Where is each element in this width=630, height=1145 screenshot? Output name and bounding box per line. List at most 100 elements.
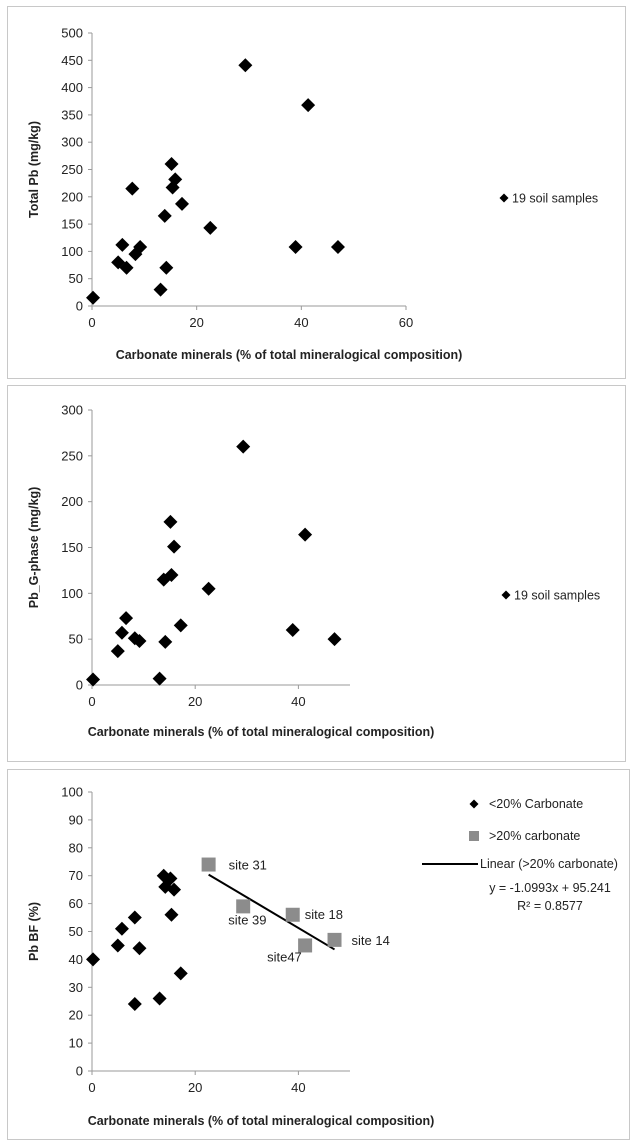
data-point-diamond bbox=[164, 568, 179, 582]
data-point-square bbox=[327, 932, 342, 947]
point-label: site 31 bbox=[229, 858, 267, 873]
x-tick-label: 0 bbox=[88, 694, 95, 709]
data-point-diamond bbox=[125, 181, 140, 196]
data-point-diamond bbox=[152, 671, 167, 686]
chart-panel-pb-bf: 0 10 20 30 40 50 60 70 80 90 100 0 20 40 Carbonate min… bbox=[7, 769, 630, 1140]
y-tick-label: 0 bbox=[76, 299, 83, 314]
chart-svg-2: 0 50 100 150 200 250 300 0 20 40 Carbonate mineral… bbox=[27, 403, 600, 740]
x-axis-title: Carbonate minerals (% of total mineralog… bbox=[88, 1114, 435, 1128]
data-point-diamond bbox=[133, 240, 148, 255]
data-point-diamond bbox=[298, 527, 313, 542]
chart-svg-1: 0 50 100 150 200 250 300 350 400 450 500 0 20 40 60 Car… bbox=[27, 26, 598, 363]
y-tick-label: 10 bbox=[69, 1036, 83, 1051]
data-point-diamond bbox=[157, 208, 172, 223]
x-tick-label: 40 bbox=[291, 1080, 305, 1095]
y-tick-label: 250 bbox=[61, 162, 83, 177]
legend-marker-square bbox=[469, 831, 479, 841]
legend-label: <20% Carbonate bbox=[489, 797, 583, 811]
data-point-diamond bbox=[127, 997, 142, 1012]
y-tick-label: 500 bbox=[61, 26, 83, 41]
y-tick-label: 80 bbox=[69, 840, 83, 855]
data-point-diamond bbox=[163, 514, 178, 529]
x-tick-label: 0 bbox=[88, 315, 95, 330]
data-point-diamond bbox=[158, 634, 173, 649]
y-tick-label: 350 bbox=[61, 107, 83, 122]
data-point-diamond bbox=[153, 282, 168, 297]
data-point-diamond bbox=[163, 871, 178, 886]
data-point-diamond bbox=[167, 882, 182, 897]
data-point-diamond bbox=[132, 634, 147, 648]
x-tick-label: 40 bbox=[291, 694, 305, 709]
data-point-diamond bbox=[127, 910, 142, 925]
y-tick-label: 50 bbox=[69, 924, 83, 939]
data-point-diamond bbox=[164, 157, 179, 172]
data-point-diamond bbox=[114, 921, 129, 936]
x-axis-title: Carbonate minerals (% of total mineralog… bbox=[88, 725, 435, 739]
y-axis-title: Pb_G-phase (mg/kg) bbox=[27, 487, 41, 609]
point-label: site 18 bbox=[305, 907, 343, 922]
y-tick-label: 400 bbox=[61, 80, 83, 95]
data-point-diamond bbox=[86, 290, 101, 305]
data-point-diamond bbox=[175, 196, 190, 211]
y-tick-label: 250 bbox=[61, 448, 83, 463]
y-tick-label: 100 bbox=[61, 244, 83, 259]
data-point-diamond bbox=[288, 240, 303, 255]
data-point-diamond bbox=[327, 632, 342, 647]
x-tick-label: 60 bbox=[399, 315, 413, 330]
y-tick-label: 0 bbox=[76, 1064, 83, 1079]
legend-label: Linear (>20% carbonate) bbox=[480, 857, 618, 871]
y-tick-label: 200 bbox=[61, 494, 83, 509]
data-point-diamond bbox=[173, 618, 188, 633]
point-label: site47 bbox=[267, 949, 302, 964]
legend-label: 19 soil samples bbox=[514, 589, 600, 603]
y-tick-label: 300 bbox=[61, 135, 83, 150]
data-point-diamond bbox=[159, 260, 174, 275]
y-tick-label: 150 bbox=[61, 540, 83, 555]
data-point-diamond bbox=[156, 868, 171, 883]
y-tick-label: 450 bbox=[61, 53, 83, 68]
y-tick-label: 150 bbox=[61, 217, 83, 232]
y-tick-label: 300 bbox=[61, 403, 83, 418]
y-axis-title: Pb BF (%) bbox=[27, 902, 41, 961]
data-point-diamond bbox=[164, 907, 179, 922]
chart-svg-3: 0 10 20 30 40 50 60 70 80 90 100 0 20 40 Carbonate min… bbox=[27, 785, 618, 1129]
x-tick-label: 20 bbox=[188, 694, 202, 709]
data-point-square bbox=[285, 907, 300, 922]
y-tick-label: 50 bbox=[69, 632, 83, 647]
data-point-diamond bbox=[201, 581, 216, 596]
legend-marker-diamond bbox=[499, 193, 509, 203]
data-point-diamond bbox=[110, 644, 125, 659]
data-point-diamond bbox=[168, 172, 183, 187]
y-tick-label: 60 bbox=[69, 896, 83, 911]
y-tick-label: 90 bbox=[69, 812, 83, 827]
legend-marker-diamond bbox=[501, 590, 511, 600]
data-point-diamond bbox=[236, 439, 251, 454]
y-tick-label: 100 bbox=[61, 785, 83, 800]
x-tick-label: 20 bbox=[189, 315, 203, 330]
data-point-diamond bbox=[301, 98, 316, 113]
data-point-diamond bbox=[156, 572, 171, 587]
legend-label: 19 soil samples bbox=[512, 192, 598, 206]
y-tick-label: 40 bbox=[69, 952, 83, 967]
chart-panel-total-pb: 0 50 100 150 200 250 300 350 400 450 500 0 20 40 60 Car… bbox=[7, 6, 626, 379]
data-point-diamond bbox=[203, 220, 218, 235]
x-tick-label: 20 bbox=[188, 1080, 202, 1095]
data-point-diamond bbox=[167, 539, 182, 554]
data-point-diamond bbox=[152, 991, 167, 1006]
data-point-square bbox=[201, 857, 216, 872]
data-point-square bbox=[298, 938, 313, 953]
y-tick-label: 20 bbox=[69, 1008, 83, 1023]
y-tick-label: 0 bbox=[76, 678, 83, 693]
x-tick-label: 40 bbox=[294, 315, 308, 330]
trendline bbox=[208, 873, 336, 951]
legend-label: >20% carbonate bbox=[489, 829, 580, 843]
data-point-diamond bbox=[86, 952, 101, 967]
data-point-diamond bbox=[132, 941, 147, 956]
data-point-diamond bbox=[115, 237, 130, 252]
point-label: site 39 bbox=[228, 912, 266, 927]
y-tick-label: 30 bbox=[69, 980, 83, 995]
x-tick-label: 0 bbox=[88, 1080, 95, 1095]
y-tick-label: 50 bbox=[69, 271, 83, 286]
data-point-diamond bbox=[173, 966, 188, 981]
y-tick-label: 70 bbox=[69, 868, 83, 883]
